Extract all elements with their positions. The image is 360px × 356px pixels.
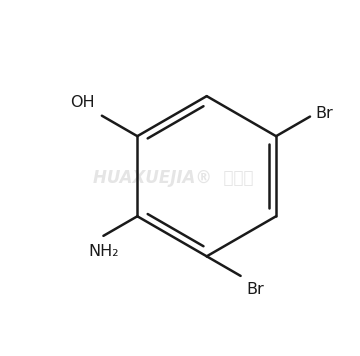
Text: Br: Br: [246, 282, 264, 297]
Text: Br: Br: [315, 105, 333, 121]
Text: OH: OH: [70, 95, 95, 110]
Text: HUAXUEJIA®  化学加: HUAXUEJIA® 化学加: [93, 169, 253, 187]
Text: NH₂: NH₂: [88, 244, 119, 259]
